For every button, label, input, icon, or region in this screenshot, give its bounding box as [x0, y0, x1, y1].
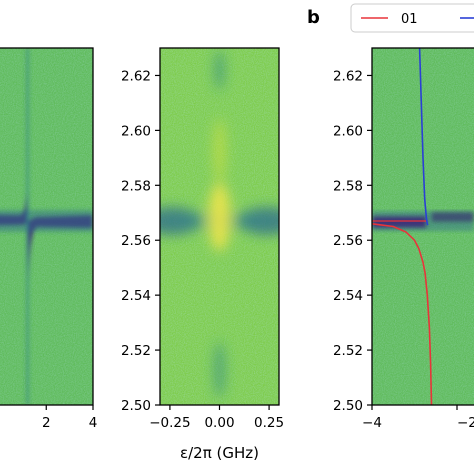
- resonance-band: [372, 216, 427, 229]
- y-tick-label: 2.50: [333, 398, 363, 414]
- x-tick-label: −2: [457, 415, 474, 431]
- y-tick-label: 2.52: [333, 343, 363, 359]
- legend-label-01: 01: [401, 12, 418, 27]
- panel-letter: b: [307, 7, 320, 28]
- y-tick-label: 2.60: [121, 123, 151, 139]
- y-tick-label: 2.58: [333, 178, 363, 194]
- y-tick-label: 2.52: [121, 343, 151, 359]
- y-tick-label: 2.56: [333, 233, 363, 249]
- y-tick-label: 2.60: [333, 123, 363, 139]
- y-tick-label: 2.62: [121, 68, 151, 84]
- resonance-band-glow: [0, 210, 93, 233]
- dark-streak: [213, 342, 226, 398]
- series-blue-line: [418, 48, 429, 226]
- x-tick-label: 4: [89, 415, 98, 431]
- y-tick-label: 2.50: [121, 398, 151, 414]
- y-tick-label: 2.62: [333, 68, 363, 84]
- middle-heatmap-panel: [160, 48, 279, 405]
- y-tick-label: 2.58: [121, 178, 151, 194]
- right-heatmap-panel: [372, 48, 474, 405]
- dark-streak: [214, 50, 225, 90]
- resonance-bright-core: [208, 183, 231, 252]
- legend: 01: [350, 3, 474, 33]
- y-tick-label: 2.54: [121, 288, 151, 304]
- x-tick-label: 0.00: [204, 415, 234, 431]
- middle-x-axis-label: ε/2π (GHz): [180, 444, 259, 462]
- bright-streak: [213, 119, 226, 184]
- x-tick-label: 0.25: [254, 415, 284, 431]
- resonance-band-right: [431, 212, 474, 223]
- series-01-line: [372, 223, 433, 405]
- y-tick-label: 2.56: [121, 233, 151, 249]
- left-panel-frame: [0, 47, 94, 406]
- x-tick-label: −4: [362, 415, 382, 431]
- y-tick-label: 2.54: [333, 288, 363, 304]
- left-heatmap-panel: [0, 48, 93, 405]
- x-tick-label: −0.25: [149, 415, 190, 431]
- x-tick-label: 2: [42, 415, 51, 431]
- legend-box: [350, 3, 474, 33]
- right-panel-frame: [371, 47, 474, 406]
